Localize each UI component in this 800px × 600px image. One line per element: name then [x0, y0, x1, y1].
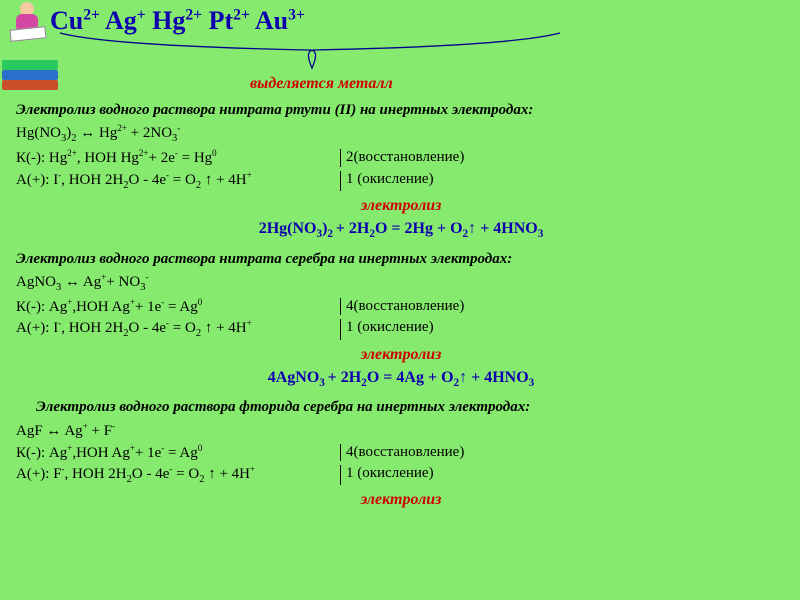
section3-description: Электролиз водного раствора фторида сере…	[16, 397, 786, 417]
section3-cathode-right: 4(восстановление)	[346, 442, 464, 463]
section1-label: электролиз	[16, 195, 786, 217]
section2-anode-right: 1 (окисление)	[346, 317, 434, 341]
content-area: Электролиз водного раствора нитрата ртут…	[16, 100, 786, 513]
section1-cathode-left: К(-): Hg2+, HOH Hg2++ 2e- = Hg0	[16, 147, 346, 168]
section2-cathode-row: К(-): Ag+,HOH Ag++ 1e- = Ag0 4(восстанов…	[16, 296, 786, 317]
curly-brace-icon	[50, 28, 570, 78]
section1-cathode-row: К(-): Hg2+, HOH Hg2++ 2e- = Hg0 2(восста…	[16, 147, 786, 168]
section2-equation: 4AgNO3 + 2H2O = 4Ag + O2↑ + 4HNO3	[16, 367, 786, 391]
section2-cathode-right: 4(восстановление)	[346, 296, 464, 317]
section1-anode-left: А(+): I-, HOH 2H2O - 4e- = O2 ↑ + 4H+	[16, 169, 346, 193]
reader-clipart-icon	[6, 2, 48, 44]
section1-anode-row: А(+): I-, HOH 2H2O - 4e- = O2 ↑ + 4H+ 1 …	[16, 169, 786, 193]
section2-anode-row: А(+): I-, HOH 2H2O - 4e- = O2 ↑ + 4H+ 1 …	[16, 317, 786, 341]
section3-anode-row: А(+): F-, HOH 2H2O - 4e- = O2 ↑ + 4H+ 1 …	[16, 463, 786, 487]
metal-result-label: выделяется металл	[250, 75, 393, 93]
section2-anode-left: А(+): I-, HOH 2H2O - 4e- = O2 ↑ + 4H+	[16, 317, 346, 341]
section3-anode-right: 1 (окисление)	[346, 463, 434, 487]
section2-label: электролиз	[16, 344, 786, 366]
section3-anode-left: А(+): F-, HOH 2H2O - 4e- = O2 ↑ + 4H+	[16, 463, 346, 487]
section1-dissociation: Hg(NO3)2 ↔ Hg2+ + 2NO3-	[16, 122, 786, 146]
section3-dissociation: AgF ↔ Ag+ + F-	[16, 420, 786, 441]
section1-cathode-right: 2(восстановление)	[346, 147, 464, 168]
section2-cathode-left: К(-): Ag+,HOH Ag++ 1e- = Ag0	[16, 296, 346, 317]
section2-dissociation: AgNO3 ↔ Ag++ NO3-	[16, 271, 786, 295]
section1-equation: 2Hg(NO3)2 + 2H2O = 2Hg + O2↑ + 4HNO3	[16, 218, 786, 242]
section3-cathode-row: К(-): Ag+,HOH Ag++ 1e- = Ag0 4(восстанов…	[16, 442, 786, 463]
section1-description: Электролиз водного раствора нитрата ртут…	[16, 100, 786, 120]
section3-cathode-left: К(-): Ag+,HOH Ag++ 1e- = Ag0	[16, 442, 346, 463]
section1-anode-right: 1 (окисление)	[346, 169, 434, 193]
section2-description: Электролиз водного раствора нитрата сере…	[16, 249, 786, 269]
section3-label: электролиз	[16, 489, 786, 511]
